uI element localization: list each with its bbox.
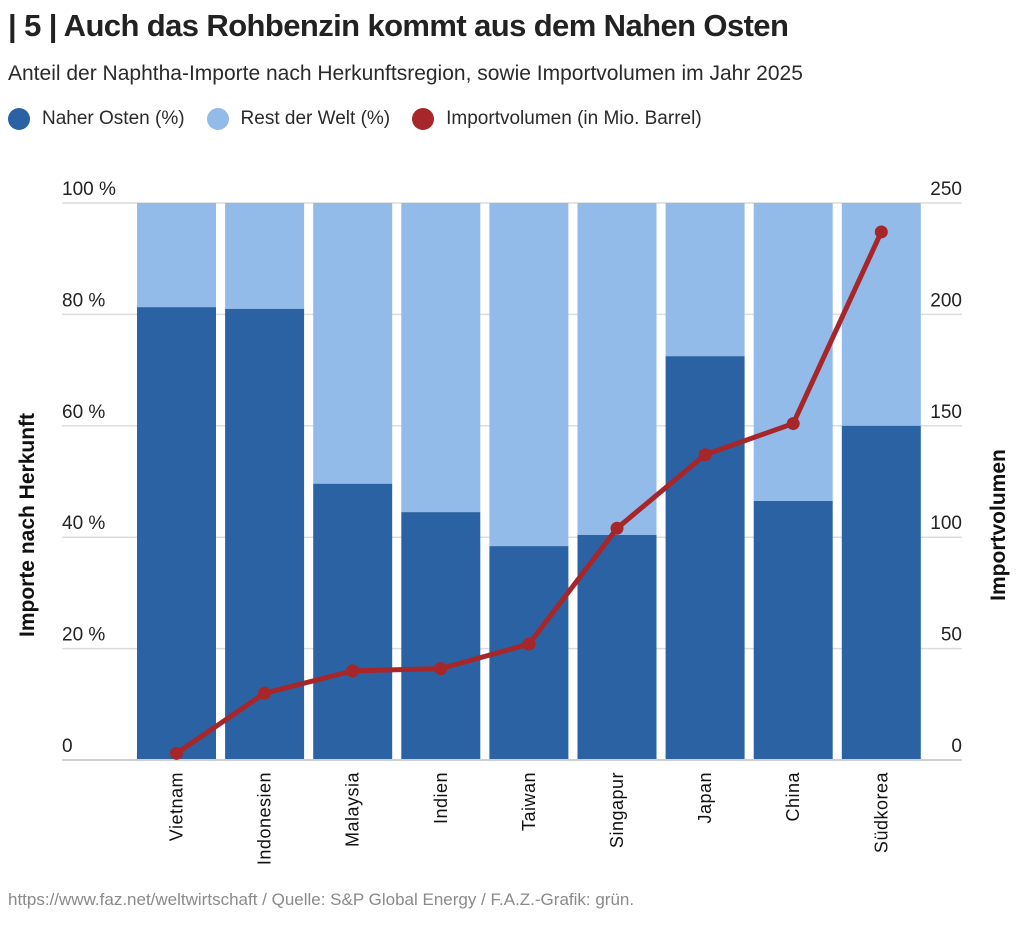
source-note: https://www.faz.net/weltwirtschaft / Que…: [8, 890, 635, 909]
chart-subtitle: Anteil der Naphtha-Importe nach Herkunft…: [8, 62, 803, 85]
bar-rest-der-welt: [841, 203, 921, 426]
category-label: Südkorea: [871, 772, 891, 854]
left-tick-label: 20 %: [62, 625, 105, 646]
legend-item-importvolumen: Importvolumen (in Mio. Barrel): [412, 108, 702, 130]
legend: Naher Osten (%) Rest der Welt (%) Import…: [8, 108, 724, 130]
category-label: Indien: [431, 772, 451, 824]
bar-naher-osten: [841, 425, 921, 760]
volume-point: [170, 746, 183, 760]
volume-line: [170, 225, 888, 760]
volume-point: [610, 521, 624, 535]
legend-label-importvolumen: Importvolumen (in Mio. Barrel): [446, 108, 702, 129]
right-axis-title: Importvolumen: [987, 449, 1010, 601]
bar-naher-osten: [665, 356, 745, 760]
category-label: Indonesien: [255, 772, 275, 865]
left-tick-label: 80 %: [62, 290, 105, 311]
right-tick-label: 200: [930, 290, 962, 311]
right-axis-ticks: 0 50 100 150 200 250: [930, 179, 962, 757]
bars: [137, 203, 921, 760]
left-tick-label: 40 %: [62, 513, 105, 534]
category-label: Malaysia: [343, 772, 363, 848]
bar-naher-osten: [577, 534, 657, 760]
left-tick-label: 60 %: [62, 402, 105, 423]
bar-rest-der-welt: [225, 203, 305, 309]
bar-rest-der-welt: [313, 203, 393, 484]
bar-rest-der-welt: [753, 203, 833, 501]
legend-label-rest-der-welt: Rest der Welt (%): [240, 108, 391, 129]
left-axis-ticks: 0 20 % 40 % 60 % 80 % 100 %: [62, 179, 116, 757]
volume-point: [434, 662, 448, 676]
volume-point: [786, 417, 800, 431]
right-tick-label: 0: [951, 736, 962, 757]
left-tick-label: 0: [62, 736, 73, 757]
category-labels: Vietnam Indonesien Malaysia Indien Taiwan Sin…: [167, 772, 892, 866]
bar-naher-osten: [137, 307, 216, 760]
volume-point: [346, 664, 360, 678]
category-label: Taiwan: [519, 772, 539, 831]
category-label: Singapur: [607, 772, 627, 848]
legend-label-naher-osten: Naher Osten (%): [42, 108, 185, 129]
right-tick-label: 250: [930, 179, 962, 200]
bar-rest-der-welt: [137, 203, 216, 308]
volume-point: [698, 448, 712, 462]
bar-rest-der-welt: [401, 203, 481, 513]
category-label: Japan: [695, 772, 715, 824]
right-tick-label: 50: [941, 625, 962, 646]
bar-naher-osten: [313, 483, 393, 760]
left-axis-title: Importe nach Herkunft: [16, 413, 39, 637]
right-tick-label: 100: [930, 513, 962, 534]
legend-swatch-rest-der-welt: [206, 108, 229, 130]
bar-rest-der-welt: [489, 203, 569, 547]
chart-title: | 5 | Auch das Rohbenzin kommt aus dem N…: [8, 8, 789, 43]
category-label: China: [783, 772, 803, 822]
volume-point: [522, 637, 536, 651]
left-tick-label: 100 %: [62, 179, 116, 200]
category-label: Vietnam: [167, 772, 187, 841]
bar-naher-osten: [753, 500, 833, 760]
legend-swatch-naher-osten: [8, 108, 30, 130]
bar-rest-der-welt: [577, 203, 657, 535]
right-tick-label: 150: [930, 402, 962, 423]
legend-swatch-importvolumen: [412, 108, 435, 130]
bar-rest-der-welt: [665, 203, 745, 357]
volume-point: [258, 686, 272, 700]
legend-item-naher-osten: Naher Osten (%): [8, 108, 185, 130]
volume-point: [874, 225, 888, 239]
bar-naher-osten: [401, 512, 481, 760]
legend-item-rest-der-welt: Rest der Welt (%): [206, 108, 391, 130]
